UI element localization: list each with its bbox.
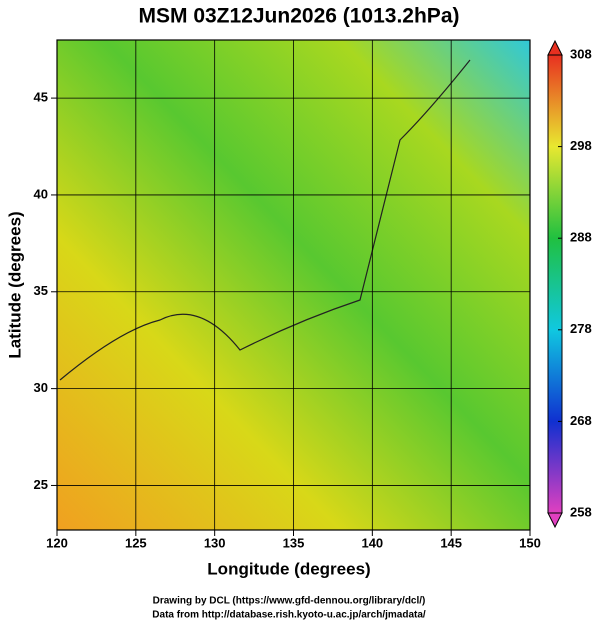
colorbar-tick-label: 278 [570, 321, 592, 336]
colorbar-tick-label: 308 [570, 46, 592, 61]
y-tick-label: 45 [34, 90, 48, 105]
x-tick-label: 140 [361, 535, 383, 550]
x-tick-label: 135 [283, 535, 305, 550]
x-tick-label: 150 [519, 535, 541, 550]
y-tick-label: 25 [34, 477, 48, 492]
y-tick-label: 30 [34, 380, 48, 395]
footer-line: Data from http://database.rish.kyoto-u.a… [152, 610, 426, 621]
x-tick-label: 120 [46, 535, 68, 550]
footer-line: Drawing by DCL (https://www.gfd-dennou.o… [153, 596, 426, 607]
colorbar-top-arrow [547, 39, 563, 56]
colorbar-tick-label: 288 [570, 230, 592, 245]
x-tick-label: 125 [125, 535, 147, 550]
plot-frame [56, 39, 531, 531]
title: MSM 03Z12Jun2026 (1013.2hPa) [139, 5, 460, 28]
colorbar [547, 54, 563, 514]
colorbar-tick-label: 298 [570, 138, 592, 153]
y-axis-label: Latitude (degrees) [5, 211, 24, 358]
colorbar-tick-label: 268 [570, 413, 592, 428]
y-tick-label: 35 [34, 283, 48, 298]
x-axis-label: Longitude (degrees) [207, 559, 370, 578]
coastline [59, 59, 471, 381]
y-tick-label: 40 [34, 186, 48, 201]
colorbar-tick-label: 258 [570, 504, 592, 519]
x-tick-label: 145 [440, 535, 462, 550]
colorbar-bottom-arrow [547, 512, 563, 529]
x-tick-label: 130 [204, 535, 226, 550]
